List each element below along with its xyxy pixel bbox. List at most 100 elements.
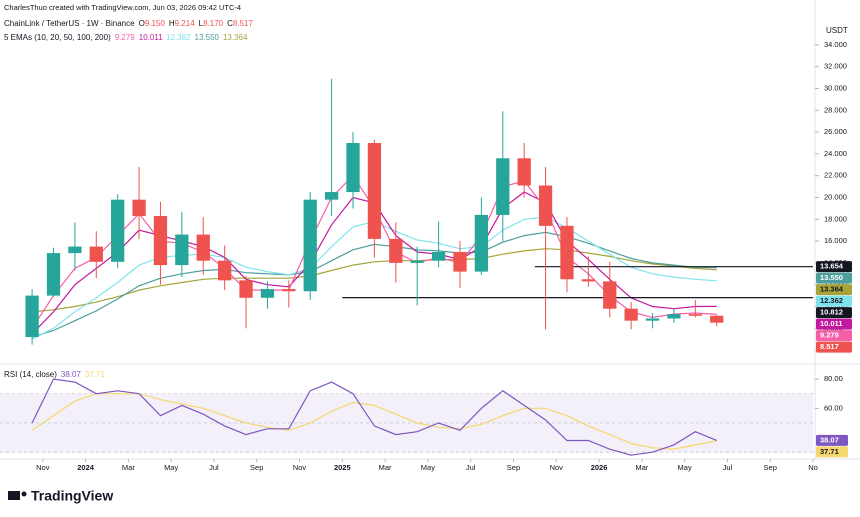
- y-tick-label: 30.000: [824, 83, 847, 92]
- x-tick-label: Mar: [635, 463, 648, 472]
- candle-body: [431, 252, 446, 261]
- ema-value: 13.364: [223, 33, 248, 42]
- x-tick-label: Sep: [764, 463, 777, 472]
- ema-value: 10.011: [139, 33, 163, 42]
- candle-body: [538, 185, 553, 226]
- rsi-line: [31, 393, 717, 450]
- price-label: 13.364: [820, 285, 844, 294]
- indicator-line: 5 EMAs (10, 20, 50, 100, 200) 9.279 10.011…: [4, 33, 248, 42]
- ohlc-key: C: [227, 19, 233, 28]
- x-tick-label: Sep: [507, 463, 520, 472]
- candle-body: [46, 253, 61, 296]
- x-tick-label: Nov: [293, 463, 307, 472]
- y-tick-label: 24.000: [824, 149, 847, 158]
- y-tick-label: 20.000: [824, 192, 847, 201]
- rsi-label-bg: [816, 446, 848, 458]
- x-tick-label: 2026: [591, 463, 608, 472]
- candle-body: [175, 234, 189, 266]
- ohlc-value: 9.150: [145, 19, 166, 28]
- x-tick-label: Mar: [122, 463, 135, 472]
- candle-body: [688, 314, 702, 316]
- candle-body: [303, 199, 317, 292]
- y-tick-label: 16.000: [824, 236, 847, 245]
- candle-body: [153, 216, 168, 266]
- ema-value: 9.279: [115, 33, 136, 42]
- price-label: 13.550: [820, 273, 843, 282]
- candle-body: [367, 143, 382, 239]
- candle-body: [645, 318, 660, 321]
- rsi-title: RSI (14, close): [4, 370, 57, 379]
- x-tick-label: Nov: [36, 463, 50, 472]
- x-tick-label: Sep: [250, 463, 263, 472]
- y-tick-label: 34.000: [824, 40, 847, 49]
- x-tick-label: Jul: [466, 463, 476, 472]
- x-tick-label: May: [678, 463, 692, 472]
- rsi-line: [31, 378, 717, 456]
- candle-body: [111, 199, 125, 262]
- candle-body: [324, 192, 339, 200]
- y-tick-label: 18.000: [824, 214, 847, 223]
- candle-body: [132, 199, 146, 217]
- price-label-bg: [816, 307, 852, 319]
- unit: USDT: [826, 26, 848, 35]
- candle-body: [89, 246, 103, 262]
- x-tick-label: 2024: [77, 463, 95, 472]
- price-label-bg: [816, 261, 852, 273]
- ema-value: 12.362: [166, 33, 191, 42]
- rsi-tick-label: 60.00: [824, 403, 843, 412]
- candle-body: [68, 246, 82, 254]
- candle-body: [239, 280, 253, 298]
- rsi-tick-label: 80.00: [824, 374, 843, 383]
- candle-body: [410, 260, 424, 263]
- candle-body: [474, 214, 489, 272]
- credit: CharlesThuo created with TradingView.com…: [4, 3, 241, 12]
- price-label: 10.011: [820, 319, 843, 328]
- price-label-bg: [816, 295, 852, 307]
- x-tick-label: May: [421, 463, 435, 472]
- y-tick-label: 28.000: [824, 105, 847, 114]
- rsi-value: 37.71: [85, 370, 106, 379]
- ohlc-value: 8.170: [203, 19, 224, 28]
- candle-body: [25, 295, 39, 338]
- ema-line: [32, 248, 717, 313]
- candle-body: [282, 289, 296, 292]
- candle-body: [260, 289, 275, 298]
- ohlc-value: 9.214: [175, 19, 196, 28]
- candle-body: [624, 308, 638, 321]
- candle-body: [218, 260, 232, 281]
- price-label: 10.812: [820, 308, 843, 317]
- rsi-legend: RSI (14, close) 38.07 37.71: [4, 370, 106, 379]
- candle-body: [603, 281, 617, 309]
- x-tick-label: Jul: [209, 463, 219, 472]
- rsi-label: 38.07: [820, 435, 839, 444]
- candle-body: [389, 238, 403, 263]
- price-label-bg: [816, 272, 852, 284]
- ema-value: 13.550: [195, 33, 220, 42]
- price-label-bg: [816, 341, 852, 353]
- candle-body: [496, 158, 510, 215]
- symbol-line: ChainLink / TetherUS · 1W · Binance O9.15…: [4, 19, 253, 28]
- candle-body: [560, 225, 574, 280]
- candle-body: [346, 143, 360, 193]
- logo-dot: [21, 491, 27, 497]
- price-label: 8.517: [820, 342, 839, 351]
- price-label: 13.654: [820, 262, 844, 271]
- candle-body: [196, 234, 210, 261]
- y-tick-label: 22.000: [824, 171, 847, 180]
- ohlc-key: L: [199, 19, 204, 28]
- candle-body: [710, 315, 724, 323]
- ohlc-key: O: [139, 19, 145, 28]
- candle-body: [667, 314, 681, 319]
- x-tick-label: 2025: [334, 463, 351, 472]
- logo-mark: [8, 491, 20, 500]
- indicator-name: 5 EMAs (10, 20, 50, 100, 200): [4, 33, 111, 42]
- x-tick-label: Nov: [550, 463, 564, 472]
- ohlc-value: 8.517: [233, 19, 254, 28]
- y-tick-label: 32.000: [824, 62, 847, 71]
- ohlc-key: H: [169, 19, 175, 28]
- logo: TradingView: [8, 488, 113, 504]
- x-tick-label: No: [808, 463, 818, 472]
